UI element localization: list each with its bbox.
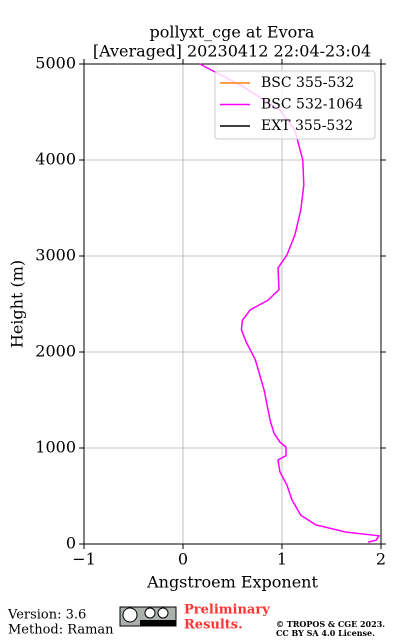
x-axis-label: Angstroem Exponent [146, 573, 318, 592]
copyright: © TROPOS & CGE 2023. [276, 619, 385, 629]
y-tick-label: 5000 [35, 54, 76, 73]
chart-title: pollyxt_cge at Evora [150, 23, 315, 42]
method: Method: Raman [8, 623, 114, 638]
y-tick-label: 4000 [35, 150, 76, 169]
y-tick-label: 0 [66, 534, 76, 553]
preliminary-note: Results. [184, 618, 243, 633]
plot-frame [83, 63, 382, 545]
y-tick-label: 3000 [35, 246, 76, 265]
preliminary-note: Preliminary [184, 603, 270, 618]
x-tick-label: 2 [376, 550, 386, 569]
license-strip [140, 620, 176, 626]
x-tick-label: 0 [178, 550, 188, 569]
license-icon [157, 607, 169, 619]
license-icon [144, 607, 156, 619]
legend-label: BSC 532-1064 [261, 97, 363, 113]
chart-title: [Averaged] 20230412 22:04-23:04 [93, 42, 371, 61]
x-tick-label: 1 [277, 550, 287, 569]
y-axis-label: Height (m) [8, 260, 27, 348]
legend-box [214, 70, 376, 140]
version: Version: 3.6 [7, 608, 86, 623]
y-tick-label: 2000 [35, 342, 76, 361]
legend-label: BSC 355-532 [261, 75, 354, 91]
x-tick-label: −1 [72, 550, 96, 569]
license-icon [122, 607, 138, 623]
legend-label: EXT 355-532 [261, 118, 353, 134]
profile-line [199, 63, 381, 543]
y-tick-label: 1000 [35, 438, 76, 457]
copyright: CC BY SA 4.0 License. [276, 628, 375, 638]
